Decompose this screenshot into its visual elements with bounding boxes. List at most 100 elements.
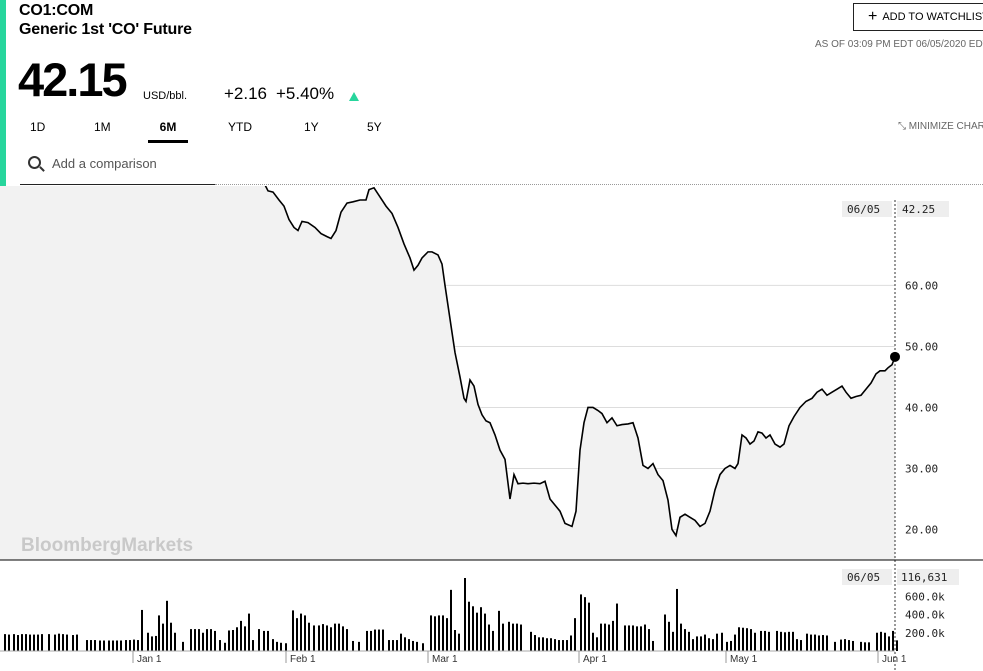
volume-bar [472, 606, 474, 651]
volume-bar [508, 621, 510, 651]
volume-bar [738, 627, 740, 651]
tab-1y[interactable]: 1Y [304, 120, 319, 134]
volume-bar [864, 642, 866, 651]
volume-bar [806, 633, 808, 651]
volume-bar [408, 639, 410, 651]
volume-bar [730, 640, 732, 651]
volume-bar [502, 623, 504, 651]
volume-bar [554, 639, 556, 651]
volume-bar [844, 639, 846, 651]
volume-bar [834, 641, 836, 651]
volume-bar [382, 629, 384, 651]
tab-5y[interactable]: 5Y [367, 120, 382, 134]
minimize-chart-button[interactable]: ⤡ MINIMIZE CHART [898, 121, 983, 132]
volume-bar [648, 629, 650, 651]
volume-bar [688, 631, 690, 651]
volume-bar [454, 630, 456, 651]
volume-bar [624, 625, 626, 651]
volume-bar [530, 631, 532, 651]
volume-bar [644, 624, 646, 651]
volume-bar [313, 625, 315, 651]
add-to-watchlist-button[interactable]: + ADD TO WATCHLIST [853, 3, 983, 31]
volume-bar [664, 614, 666, 651]
volume-bar [280, 642, 282, 651]
volume-bar [422, 643, 424, 651]
volume-bar [54, 634, 56, 651]
comparison-search-input[interactable] [52, 156, 212, 171]
crosshair-price-tag-bg [897, 201, 949, 217]
price-axis-tick: 60.00 [905, 279, 938, 292]
volume-bar [25, 634, 27, 651]
date-tick-label: Jun 1 [882, 654, 907, 665]
volume-bar [72, 635, 74, 651]
volume-bar [726, 641, 728, 651]
volume-bar [434, 616, 436, 651]
volume-bar [125, 640, 127, 651]
tab-1m[interactable]: 1M [94, 120, 111, 134]
volume-bar [33, 634, 35, 651]
tab-6m[interactable]: 6M [148, 120, 188, 143]
volume-bar [240, 620, 242, 651]
volume-bar [108, 640, 110, 651]
volume-bar [692, 639, 694, 651]
volume-bar [608, 624, 610, 651]
volume-bar [94, 640, 96, 651]
volume-axis-tick: 600.0k [905, 590, 945, 603]
volume-bar [438, 615, 440, 651]
volume-bar [476, 612, 478, 651]
volume-bar [141, 609, 143, 651]
volume-bar [308, 622, 310, 651]
volume-bar [182, 641, 184, 651]
date-axis-labels: Jan 1 Feb 1 Mar 1 Apr 1 May 1 Jun 1 [132, 651, 907, 665]
date-tick-label: Feb 1 [290, 654, 316, 665]
volume-bar [166, 600, 168, 651]
volume-bar [248, 613, 250, 651]
volume-bar [416, 641, 418, 651]
volume-bar [338, 623, 340, 651]
volume-bar [296, 618, 298, 651]
volume-bar [4, 634, 6, 651]
volume-bar [392, 640, 394, 651]
volume-bar [750, 629, 752, 651]
volume-bar [700, 636, 702, 651]
volume-bar [236, 627, 238, 651]
volume-bar [137, 640, 139, 651]
price-axis-tick: 40.00 [905, 401, 938, 414]
price-area [0, 186, 895, 560]
volume-bar [458, 633, 460, 651]
volume-bar [520, 624, 522, 651]
price-change: +2.16 [224, 84, 268, 103]
volume-bar [640, 626, 642, 651]
date-tick-label: May 1 [730, 654, 758, 665]
volume-bar [194, 629, 196, 651]
price-unit: USD/bbl. [143, 90, 188, 102]
volume-date-tag-bg [842, 569, 892, 585]
volume-bar [116, 640, 118, 651]
volume-bar [129, 640, 131, 651]
volume-bar [754, 632, 756, 651]
volume-bar [636, 626, 638, 651]
volume-bar [62, 634, 64, 651]
volume-bar [880, 631, 882, 651]
date-tick-label: Jan 1 [137, 654, 162, 665]
volume-bar [680, 623, 682, 651]
crosshair-date-tag: 06/05 [847, 203, 880, 216]
volume-bar [796, 639, 798, 651]
volume-bar [516, 623, 518, 651]
volume-value-tag: 116,631 [901, 571, 947, 584]
volume-bar [716, 633, 718, 651]
volume-bar [792, 631, 794, 651]
tab-1d[interactable]: 1D [30, 120, 46, 134]
tab-ytd[interactable]: YTD [228, 120, 252, 134]
volume-bar [584, 597, 586, 651]
volume-bar [326, 625, 328, 651]
search-icon [28, 156, 41, 169]
volume-bar [488, 624, 490, 651]
volume-bar [442, 615, 444, 651]
volume-bar [534, 635, 536, 651]
volume-bar [170, 622, 172, 651]
volume-bar [764, 630, 766, 651]
volume-bar [684, 629, 686, 651]
volume-bar [318, 625, 320, 651]
volume-bar [800, 640, 802, 651]
